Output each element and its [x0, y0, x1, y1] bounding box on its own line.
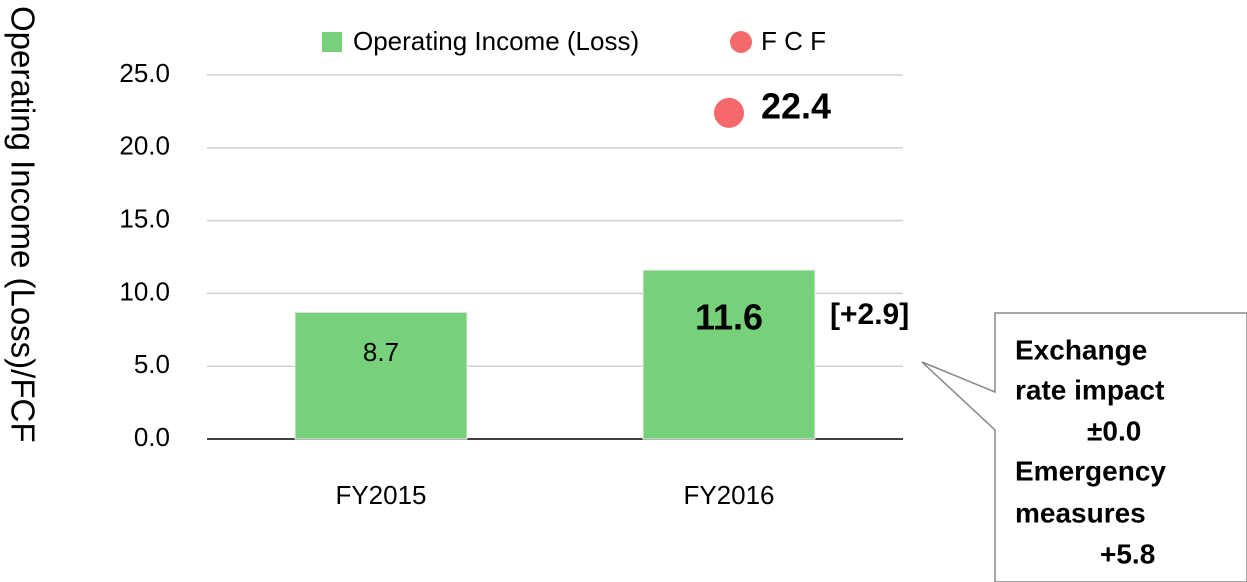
callout-text: Emergency — [1015, 455, 1166, 486]
y-tick-label: 5.0 — [134, 349, 170, 379]
callout-text: measures — [1015, 497, 1146, 528]
y-axis-label: Operating Income (Loss)/FCF — [4, 6, 41, 442]
callout-text: rate impact — [1015, 374, 1164, 405]
y-tick-label: 25.0 — [119, 58, 170, 88]
x-tick-label: FY2016 — [683, 480, 774, 510]
bar — [294, 311, 468, 440]
bar-value-label: 11.6 — [695, 297, 763, 338]
legend-swatch — [322, 32, 342, 52]
bar — [642, 269, 816, 440]
bar-value-label: 8.7 — [363, 337, 399, 367]
y-tick-label: 0.0 — [134, 422, 170, 452]
legend-label: F C F — [761, 26, 826, 56]
y-tick-label: 20.0 — [119, 131, 170, 161]
legend-swatch — [730, 31, 752, 53]
x-tick-label: FY2015 — [335, 480, 426, 510]
point-value-label: 22.4 — [761, 85, 831, 126]
callout-text: ±0.0 — [1087, 415, 1141, 446]
annotation: [+2.9] — [830, 298, 909, 331]
callout-text: Exchange — [1015, 334, 1147, 365]
y-tick-label: 10.0 — [119, 276, 170, 306]
callout-box — [921, 312, 1247, 582]
legend-label: Operating Income (Loss) — [353, 26, 639, 56]
y-tick-label: 15.0 — [119, 203, 170, 233]
callout-text: +5.8 — [1100, 538, 1155, 569]
point — [714, 97, 744, 128]
